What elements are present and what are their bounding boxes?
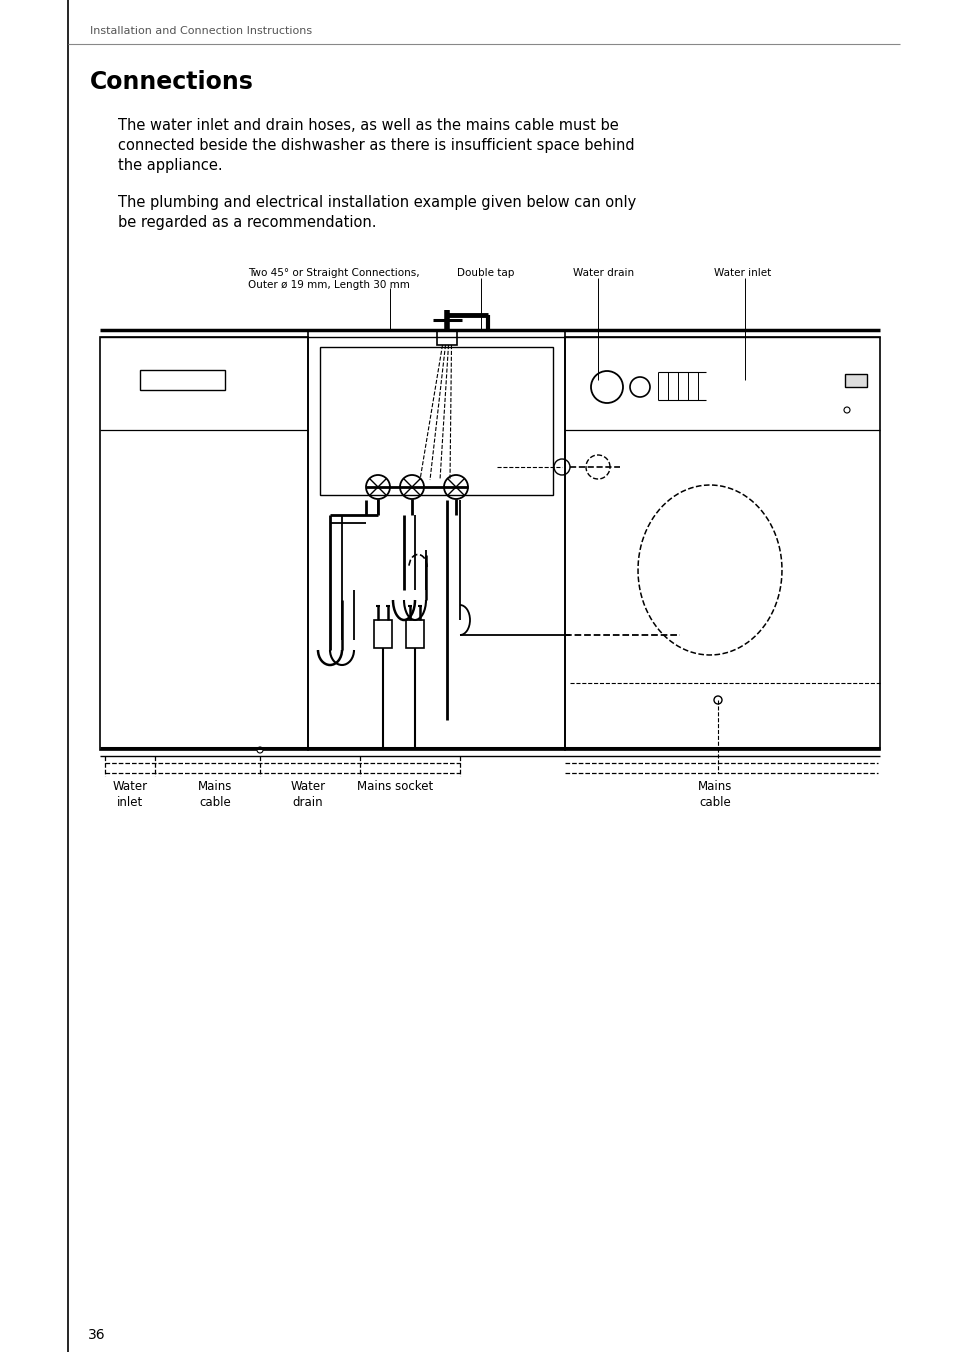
- Text: Outer ø 19 mm, Length 30 mm: Outer ø 19 mm, Length 30 mm: [248, 280, 410, 289]
- Circle shape: [713, 696, 721, 704]
- Text: be regarded as a recommendation.: be regarded as a recommendation.: [118, 215, 376, 230]
- Text: Water
inlet: Water inlet: [112, 780, 148, 810]
- Text: Mains socket: Mains socket: [356, 780, 433, 794]
- Bar: [374, 621, 392, 648]
- Text: Connections: Connections: [90, 70, 253, 95]
- Text: Mains
cable: Mains cable: [697, 780, 731, 810]
- Circle shape: [843, 407, 849, 412]
- Bar: [140, 370, 225, 389]
- Text: Two 45° or Straight Connections,: Two 45° or Straight Connections,: [248, 268, 419, 279]
- Text: 36: 36: [88, 1328, 106, 1343]
- Text: connected beside the dishwasher as there is insufficient space behind: connected beside the dishwasher as there…: [118, 138, 634, 153]
- Bar: [406, 621, 423, 648]
- Text: Installation and Connection Instructions: Installation and Connection Instructions: [90, 26, 312, 37]
- Text: Mains
cable: Mains cable: [197, 780, 232, 810]
- Text: The water inlet and drain hoses, as well as the mains cable must be: The water inlet and drain hoses, as well…: [118, 118, 618, 132]
- Text: Water drain: Water drain: [573, 268, 634, 279]
- Text: the appliance.: the appliance.: [118, 158, 222, 173]
- Bar: [308, 330, 564, 750]
- Text: Water
drain: Water drain: [290, 780, 325, 810]
- Bar: [564, 337, 879, 750]
- Text: Water inlet: Water inlet: [713, 268, 770, 279]
- Bar: [844, 375, 866, 387]
- Text: Double tap: Double tap: [456, 268, 514, 279]
- Bar: [436, 330, 456, 345]
- Circle shape: [256, 748, 263, 753]
- Bar: [100, 337, 308, 750]
- Text: The plumbing and electrical installation example given below can only: The plumbing and electrical installation…: [118, 195, 636, 210]
- Bar: [319, 347, 553, 495]
